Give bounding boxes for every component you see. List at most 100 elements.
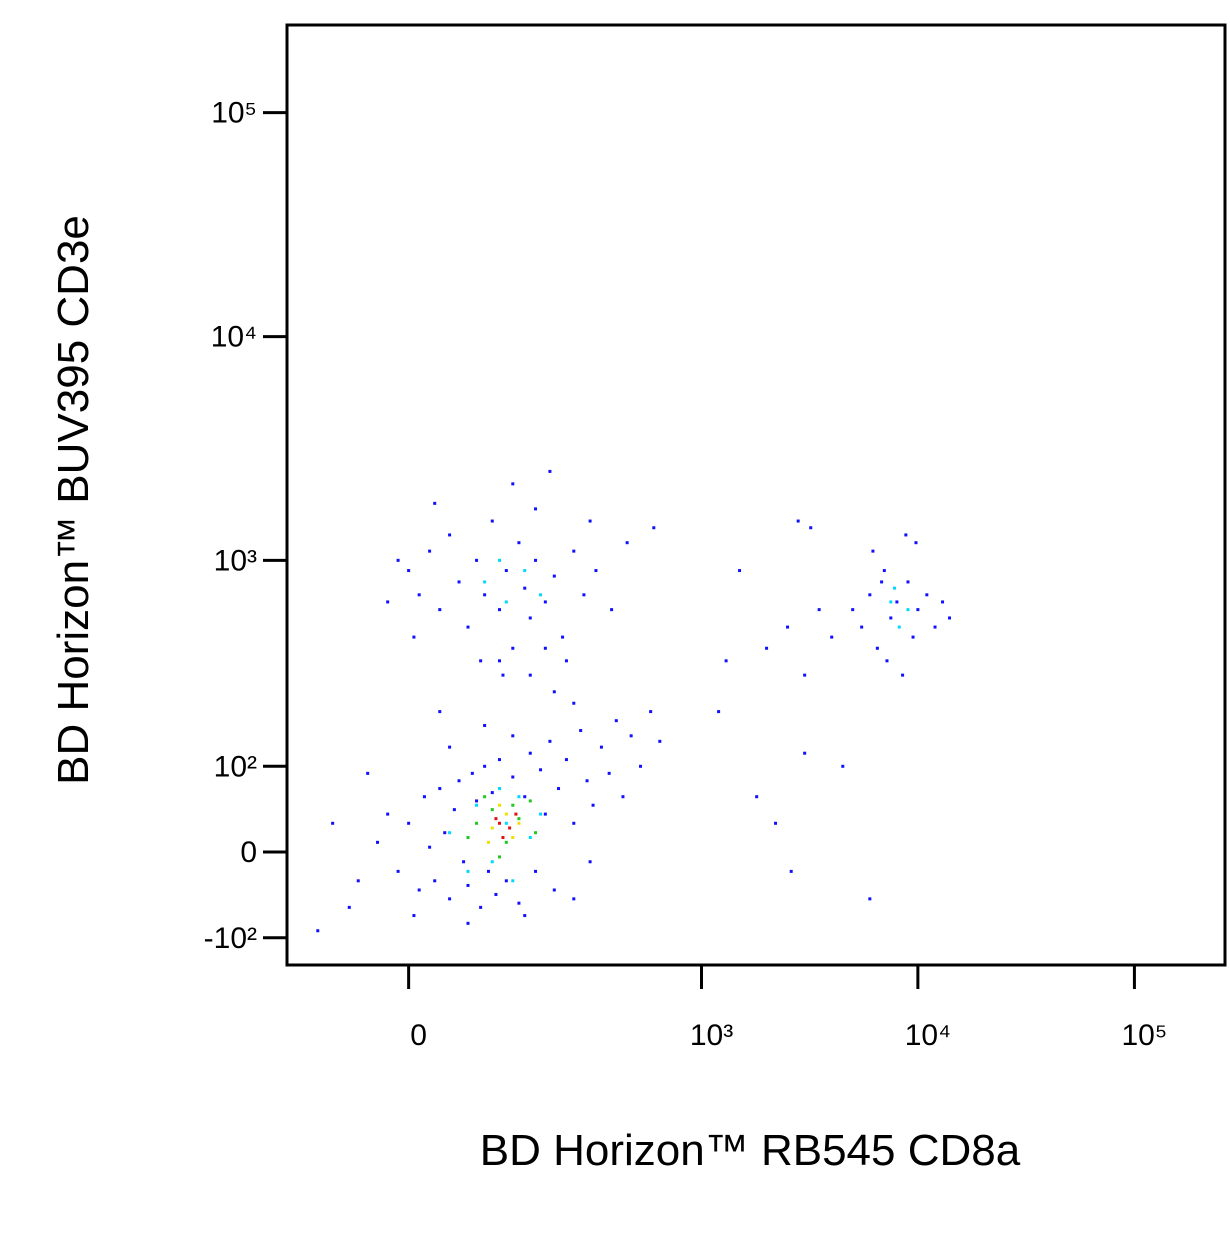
event-dot	[490, 791, 494, 795]
event-dot	[607, 771, 611, 775]
event-dot	[497, 608, 501, 612]
event-dot	[765, 646, 769, 650]
event-dot	[658, 739, 662, 743]
event-dot	[479, 905, 483, 909]
x-tick-label: 10³	[690, 1019, 733, 1052]
event-dot	[517, 817, 521, 821]
event-dot	[599, 745, 603, 749]
event-dot	[851, 608, 855, 612]
event-dot	[511, 803, 515, 807]
event-dot	[422, 795, 426, 799]
event-dot	[875, 646, 879, 650]
event-dot	[906, 608, 910, 612]
y-tick-label: 10⁴	[211, 321, 257, 354]
event-dot	[534, 507, 538, 511]
event-dot	[514, 812, 518, 816]
event-dot	[517, 541, 521, 545]
event-dot	[504, 840, 508, 844]
event-dot	[438, 608, 442, 612]
event-dot	[841, 764, 845, 768]
event-dot	[893, 586, 897, 590]
event-dot	[885, 659, 889, 663]
event-dot	[517, 821, 521, 825]
event-dot	[585, 779, 589, 783]
event-dot	[539, 812, 543, 816]
event-dot	[649, 710, 653, 714]
event-dot	[868, 593, 872, 597]
event-dot	[579, 729, 583, 733]
event-dot	[466, 883, 470, 887]
event-dot	[941, 600, 945, 604]
event-dot	[789, 869, 793, 873]
event-dot	[475, 799, 479, 803]
event-dot	[417, 888, 421, 892]
event-dot	[466, 625, 470, 629]
event-dot	[433, 501, 437, 505]
event-dot	[443, 831, 447, 835]
event-dot	[948, 616, 952, 620]
event-dot	[475, 821, 479, 825]
event-dot	[497, 558, 501, 562]
event-dot	[457, 779, 461, 783]
event-dot	[817, 608, 821, 612]
event-dot	[528, 836, 532, 840]
event-dot	[796, 519, 800, 523]
event-dot	[901, 673, 905, 677]
event-dot	[497, 803, 501, 807]
event-dot	[438, 710, 442, 714]
event-dot	[347, 905, 351, 909]
event-dot	[448, 831, 452, 835]
event-dot	[534, 558, 538, 562]
event-dot	[588, 860, 592, 864]
event-dot	[552, 888, 556, 892]
event-dot	[610, 608, 614, 612]
event-dot	[629, 734, 633, 738]
event-dot	[830, 635, 834, 639]
event-dot	[523, 586, 527, 590]
event-dot	[386, 812, 390, 816]
event-dot	[490, 519, 494, 523]
event-dot	[396, 869, 400, 873]
event-dot	[501, 836, 505, 840]
event-dot	[490, 826, 494, 830]
event-dot	[591, 803, 595, 807]
event-dot	[717, 710, 721, 714]
x-tick-label: 10⁴	[905, 1019, 951, 1052]
event-dot	[523, 914, 527, 918]
event-dot	[534, 869, 538, 873]
event-dot	[448, 897, 452, 901]
event-dot	[552, 574, 556, 578]
event-dot	[543, 812, 547, 816]
event-dot	[428, 845, 432, 849]
event-dot	[528, 616, 532, 620]
event-dot	[448, 533, 452, 537]
event-dot	[511, 775, 515, 779]
event-dot	[504, 569, 508, 573]
event-dot	[572, 897, 576, 901]
event-dot	[564, 758, 568, 762]
plot-frame	[285, 23, 1227, 967]
event-dot	[316, 929, 320, 933]
event-dot	[494, 817, 498, 821]
event-dot	[933, 625, 937, 629]
x-tick-label: 0	[410, 1019, 427, 1052]
y-axis-title: BD Horizon™ BUV395 CD3e	[49, 215, 98, 785]
event-dot	[614, 719, 618, 723]
event-dot	[475, 803, 479, 807]
event-dot	[572, 549, 576, 553]
event-dot	[511, 734, 515, 738]
event-dot	[462, 860, 466, 864]
event-dot	[911, 635, 915, 639]
event-dot	[528, 751, 532, 755]
event-dot	[594, 569, 598, 573]
event-dot	[457, 580, 461, 584]
event-dot	[528, 673, 532, 677]
event-dot	[511, 836, 515, 840]
event-dot	[572, 701, 576, 705]
event-dot	[483, 764, 487, 768]
event-dot	[497, 758, 501, 762]
y-tick-label: 10²	[214, 750, 257, 783]
event-dot	[497, 659, 501, 663]
event-dot	[803, 673, 807, 677]
